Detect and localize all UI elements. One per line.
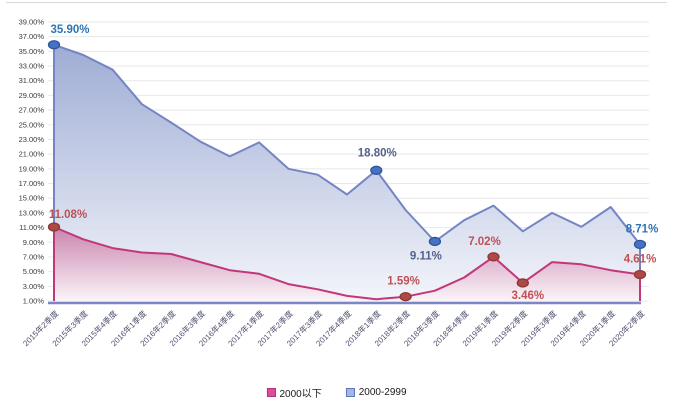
y-axis-tick-label: 15.00% — [19, 194, 45, 203]
data-label: 8.71% — [626, 223, 659, 235]
data-label: 4.61% — [624, 253, 657, 265]
chart-top-border — [6, 2, 667, 3]
y-axis-tick-label: 31.00% — [19, 76, 45, 85]
data-label: 9.11% — [410, 250, 442, 262]
y-axis-tick-label: 21.00% — [19, 150, 45, 159]
y-axis-tick-label: 39.00% — [19, 18, 45, 27]
legend-item-2000-2999: 2000-2999 — [345, 387, 407, 398]
legend-item-under-2000: 2000以下 — [266, 385, 322, 400]
data-label: 7.02% — [468, 236, 501, 248]
y-axis-tick-label: 7.00% — [23, 252, 45, 261]
y-axis-tick-label: 11.00% — [19, 223, 44, 232]
legend-label-under-2000: 2000以下 — [279, 389, 322, 400]
series-line-2000-2999 — [53, 43, 641, 301]
series-area-2000以下 — [54, 227, 640, 301]
legend-label-2000-2999: 2000-2999 — [358, 387, 407, 398]
data-point-marker — [399, 292, 412, 302]
y-axis-tick-label: 9.00% — [23, 238, 45, 247]
y-axis-tick-label: 23.00% — [19, 135, 45, 144]
data-point-marker — [428, 236, 442, 247]
data-point-marker — [47, 222, 61, 232]
y-axis-tick-label: 25.00% — [19, 120, 45, 129]
y-axis-tick-label: 5.00% — [23, 267, 45, 276]
legend-swatch-under-2000-icon — [266, 388, 276, 397]
data-point-marker — [516, 278, 529, 288]
data-label: 3.46% — [511, 290, 544, 302]
y-axis-tick-label: 3.00% — [23, 282, 45, 291]
y-axis-tick-label: 1.00% — [23, 297, 45, 306]
data-label: 35.90% — [50, 24, 89, 36]
y-axis-tick-label: 37.00% — [19, 32, 45, 41]
y-axis-tick-label: 17.00% — [19, 179, 45, 188]
series-line-2000以下 — [53, 226, 641, 301]
data-label: 1.59% — [387, 276, 420, 288]
data-label: 11.08% — [49, 209, 87, 221]
y-axis-tick-label: 33.00% — [19, 62, 45, 71]
legend-swatch-2000-2999-icon — [345, 388, 355, 397]
y-axis-tick-label: 27.00% — [19, 106, 45, 115]
y-axis-tick-label: 29.00% — [19, 91, 45, 100]
data-point-marker — [47, 40, 61, 50]
data-point-marker — [633, 239, 647, 250]
y-axis-tick-label: 35.00% — [19, 47, 45, 56]
data-label: 18.80% — [358, 147, 397, 159]
data-point-marker — [633, 269, 647, 280]
y-axis-tick-label: 19.00% — [19, 164, 45, 173]
y-axis-tick-label: 13.00% — [19, 208, 45, 217]
chart-legend: 2000以下 2000-2999 — [266, 385, 407, 400]
data-point-marker — [370, 165, 383, 175]
series-area-2000-2999 — [54, 44, 640, 302]
data-point-marker — [487, 252, 500, 262]
